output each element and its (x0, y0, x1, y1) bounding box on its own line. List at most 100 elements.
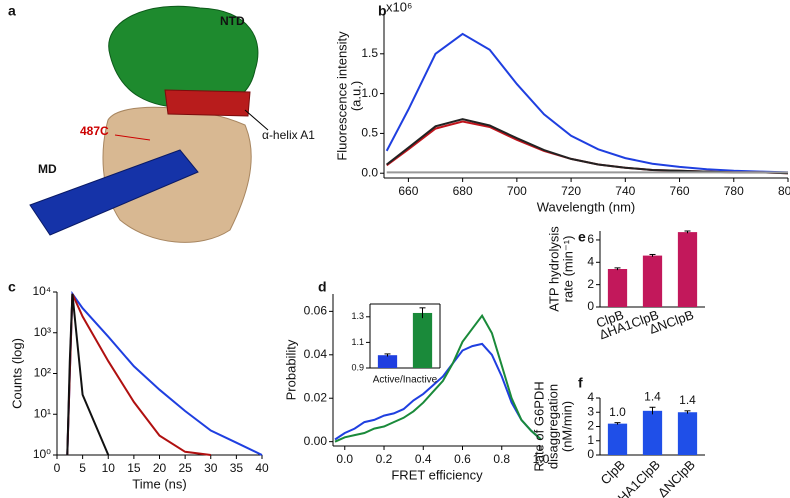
y-axis-label: Rate of G6PDH (531, 381, 546, 471)
x-tick-label: ClpB (598, 457, 629, 488)
data-line (334, 313, 542, 443)
y-tick-label: 10² (34, 366, 51, 380)
bar (677, 232, 698, 307)
x-tick-label: 5 (79, 461, 86, 475)
data-line (386, 120, 789, 175)
y-tick-label: 0 (587, 447, 594, 461)
x-tick-label: 800 (778, 184, 790, 198)
y-axis-label: ATP hydrolysis (546, 226, 561, 312)
x-tick-label: 35 (230, 461, 244, 475)
y-tick-label: 0 (587, 299, 594, 313)
y-axis-label: (nM/min) (559, 401, 574, 452)
y-tick-label: 1.5 (361, 46, 378, 60)
bar (412, 312, 433, 368)
protein-structure: NTD α-helix A1 487C MD (29, 5, 315, 243)
md-domain (29, 149, 199, 236)
label: MD (38, 162, 57, 176)
x-tick-label: 720 (561, 184, 581, 198)
x-tick-label: 0.8 (493, 452, 510, 466)
x-tick-label: 40 (255, 461, 269, 475)
y-tick-label: 0.06 (304, 304, 328, 318)
y-axis-label: disaggregation (545, 384, 560, 469)
label: α-helix A1 (262, 128, 315, 142)
y-tick-label: 0.9 (351, 362, 364, 372)
x-tick-label: ΔNClpB (655, 457, 698, 498)
y-tick-label: 10⁴ (32, 284, 51, 298)
y-axis-label: rate (min⁻¹) (560, 236, 575, 303)
y-tick-label: 4 (587, 254, 594, 268)
y-tick-label: 1.1 (351, 337, 364, 347)
x-tick-label: 680 (453, 184, 473, 198)
panel-label: c (8, 279, 16, 295)
y-tick-label: 1.0 (361, 86, 378, 100)
x-tick-label: 780 (724, 184, 744, 198)
x-tick-label: 20 (153, 461, 167, 475)
y-tick-label: 2 (587, 277, 594, 291)
x-tick-label: 0 (54, 461, 61, 475)
bar (607, 423, 628, 455)
label: NTD (220, 14, 245, 28)
x-axis-label: Time (ns) (132, 476, 186, 491)
x-tick-label: 25 (178, 461, 192, 475)
y-tick-label: 0.04 (304, 347, 328, 361)
bar-annotation: 1.4 (679, 393, 696, 407)
y-axis-label: Probability (283, 339, 298, 400)
x-axis-label: FRET efficiency (391, 467, 483, 482)
pointer (244, 109, 269, 131)
panel-label: b (378, 3, 387, 19)
y-tick-label: 0.0 (361, 165, 378, 179)
y-tick-label: 4 (587, 390, 594, 404)
x-tick-label: 15 (127, 461, 141, 475)
data-line (66, 293, 110, 456)
x-tick-label: 0.4 (415, 452, 432, 466)
y-tick-label: 10⁰ (33, 447, 51, 461)
x-tick-label: 760 (670, 184, 690, 198)
x-tick-label: 1.0 (533, 452, 550, 466)
y-axis-label: Fluorescence intensity (334, 31, 349, 161)
panel-label: f (578, 375, 583, 391)
x-tick-label: 30 (204, 461, 218, 475)
panel-label: d (318, 279, 327, 295)
y-tick-label: 10³ (34, 325, 51, 339)
y-tick-label: 0.00 (304, 434, 328, 448)
data-line (334, 342, 542, 441)
data-line (66, 293, 211, 456)
y-tick-label: 10¹ (34, 406, 51, 420)
y-tick-label: 1 (587, 433, 594, 447)
y-axis-label: Counts (log) (9, 338, 24, 409)
helix-a1 (164, 89, 251, 117)
label: 487C (80, 124, 109, 138)
y-tick-label: 0.02 (304, 390, 328, 404)
x-tick-label: 0.6 (454, 452, 471, 466)
bar (642, 410, 663, 455)
x-tick-label: 700 (507, 184, 527, 198)
bar (377, 355, 398, 368)
x-axis-label: Wavelength (nm) (537, 199, 636, 214)
y-axis-label: (a.u.) (348, 81, 363, 111)
y-tick-label: 1.3 (351, 311, 364, 321)
x-tick-label: 660 (398, 184, 418, 198)
y-tick-label: 3 (587, 404, 594, 418)
pointer (114, 134, 151, 141)
data-line (385, 32, 789, 174)
panel-label: a (8, 3, 16, 19)
bar (677, 412, 698, 455)
x-tick-label: 0.2 (376, 452, 393, 466)
bar-annotation: 1.4 (644, 389, 661, 403)
x-tick-label: 740 (615, 184, 635, 198)
y-tick-label: 6 (587, 232, 594, 246)
data-line (66, 290, 263, 456)
x-tick-label: 10 (102, 461, 116, 475)
ntd-domain (108, 5, 259, 109)
data-line (386, 118, 789, 175)
y-multiplier: x10⁶ (386, 0, 412, 14)
bar (642, 255, 663, 307)
x-tick-label: 0.0 (336, 452, 353, 466)
y-tick-label: 2 (587, 419, 594, 433)
bar-annotation: 1.0 (609, 405, 626, 419)
panel-label: e (578, 229, 586, 245)
y-tick-label: 0.5 (361, 126, 378, 140)
bar (607, 269, 628, 307)
x-axis-label: Active/Inactive (373, 375, 438, 386)
